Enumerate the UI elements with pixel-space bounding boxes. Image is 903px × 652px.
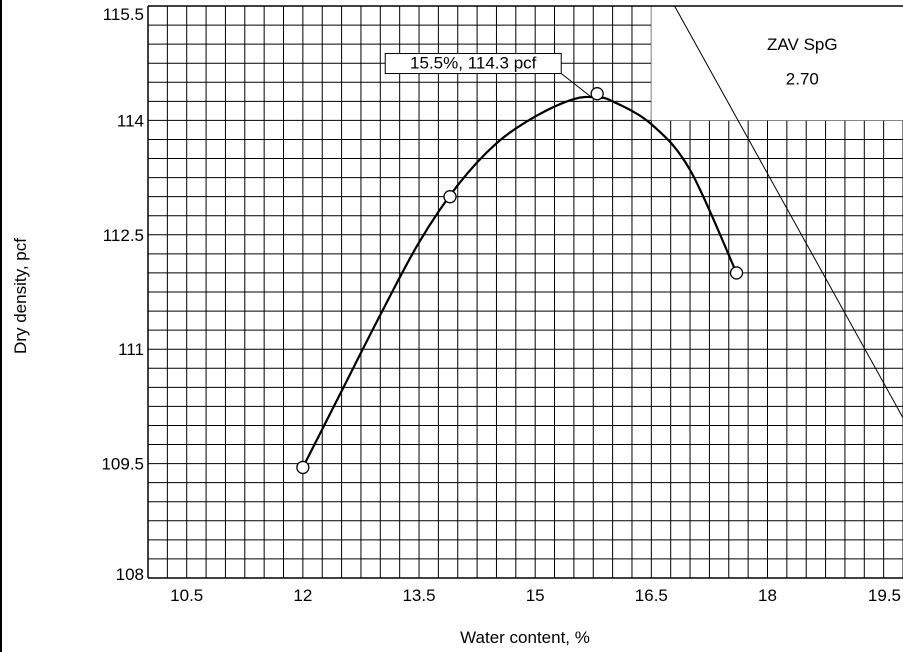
plot-frame: [147, 5, 903, 579]
y-axis-title: Dry density, pcf: [11, 238, 30, 354]
compaction-curve: [301, 95, 738, 468]
zav-label-area: [651, 6, 903, 121]
zav-line: [674, 5, 903, 419]
zav-label: ZAV SpG: [767, 35, 838, 54]
grid: [147, 5, 903, 579]
zav-value: 2.70: [786, 69, 819, 88]
zav-line-segment: [674, 5, 903, 419]
optimum-label-box: [384, 53, 562, 75]
x-tick-label: 15: [526, 586, 545, 605]
x-tick-label: 13.5: [402, 586, 435, 605]
data-point: [296, 460, 310, 475]
x-tick-label: 18: [758, 586, 777, 605]
x-tick-label: 12: [293, 586, 312, 605]
x-tick-label: 16.5: [635, 586, 668, 605]
data-point: [729, 266, 744, 280]
optimum-label: 15.5%, 114.3 pcf: [410, 54, 537, 73]
data-points: [296, 87, 744, 475]
y-tick-label: 114: [117, 111, 144, 130]
y-tick-labels: 108 109.5 111 112.5 114 115.5: [101, 5, 144, 584]
x-tick-label: 19.5: [868, 586, 901, 605]
optimum-leader-line: [560, 73, 593, 98]
data-point: [590, 87, 604, 101]
y-tick-label: 112.5: [103, 226, 144, 245]
y-tick-label: 109.5: [101, 455, 144, 474]
compaction-curve-line: [301, 95, 738, 468]
y-tick-label: 115.5: [103, 5, 144, 24]
x-tick-labels: 10.5 12 13.5 15 16.5 18 19.5: [170, 586, 901, 605]
y-tick-label: 111: [118, 340, 144, 359]
data-point: [443, 190, 457, 204]
annotations: 15.5%, 114.3 pcf ZAV SpG 2.70: [384, 35, 838, 98]
x-tick-label: 10.5: [170, 586, 203, 605]
x-axis-title: Water content, %: [460, 628, 590, 647]
y-tick-label: 108: [116, 565, 144, 584]
